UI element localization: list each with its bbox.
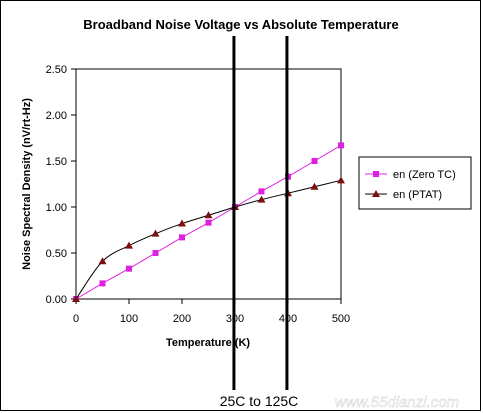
y-tick-label: 2.00 xyxy=(46,110,67,122)
chart-title: Broadband Noise Voltage vs Absolute Temp… xyxy=(83,17,398,32)
legend-label: en (PTAT) xyxy=(393,189,442,201)
data-point xyxy=(72,295,80,302)
legend-marker xyxy=(372,190,380,197)
data-point xyxy=(151,229,160,237)
data-point xyxy=(257,195,266,203)
x-tick-label: 500 xyxy=(332,313,350,325)
legend-label: en (Zero TC) xyxy=(393,169,456,181)
x-tick-label: 200 xyxy=(173,313,191,325)
annotation-lines xyxy=(232,36,289,390)
data-point xyxy=(99,280,106,287)
y-tick-label: 0.00 xyxy=(46,294,67,306)
legend-marker xyxy=(373,171,379,177)
watermark: www.55dianzi.com xyxy=(335,394,459,411)
y-axis-label: Noise Spectral Density (nV/rt-Hz) xyxy=(21,98,33,270)
data-point xyxy=(338,142,344,149)
data-point xyxy=(178,219,186,227)
legend-box xyxy=(358,156,472,210)
legend-item: en (Zero TC) xyxy=(365,169,456,181)
x-axis-ticks: 0100200300400500 xyxy=(73,299,350,325)
x-axis-label: Temperature (K) xyxy=(166,337,250,349)
data-point xyxy=(310,182,319,190)
y-axis-ticks: 0.00 0.50 1.00 1.50 2.00 2.50 xyxy=(46,64,76,306)
annotation-label: 25C to 125C xyxy=(220,393,299,409)
data-point xyxy=(311,158,318,164)
data-point xyxy=(179,234,185,241)
legend: en (Zero TC) en (PTAT) xyxy=(365,169,456,201)
data-point xyxy=(258,188,265,195)
data-point xyxy=(126,265,132,272)
y-tick-label: 2.50 xyxy=(46,64,67,76)
data-point xyxy=(152,250,159,256)
y-tick-label: 1.50 xyxy=(46,156,67,168)
data-point xyxy=(337,176,345,184)
data-point xyxy=(204,211,213,219)
y-tick-label: 0.50 xyxy=(46,248,67,260)
x-tick-label: 100 xyxy=(120,313,138,325)
y-tick-label: 1.00 xyxy=(46,202,67,214)
data-point xyxy=(98,257,107,265)
plot-area xyxy=(75,68,342,300)
x-tick-label: 0 xyxy=(73,313,79,325)
data-point xyxy=(125,241,133,249)
data-point xyxy=(205,219,212,226)
legend-item: en (PTAT) xyxy=(365,189,442,201)
